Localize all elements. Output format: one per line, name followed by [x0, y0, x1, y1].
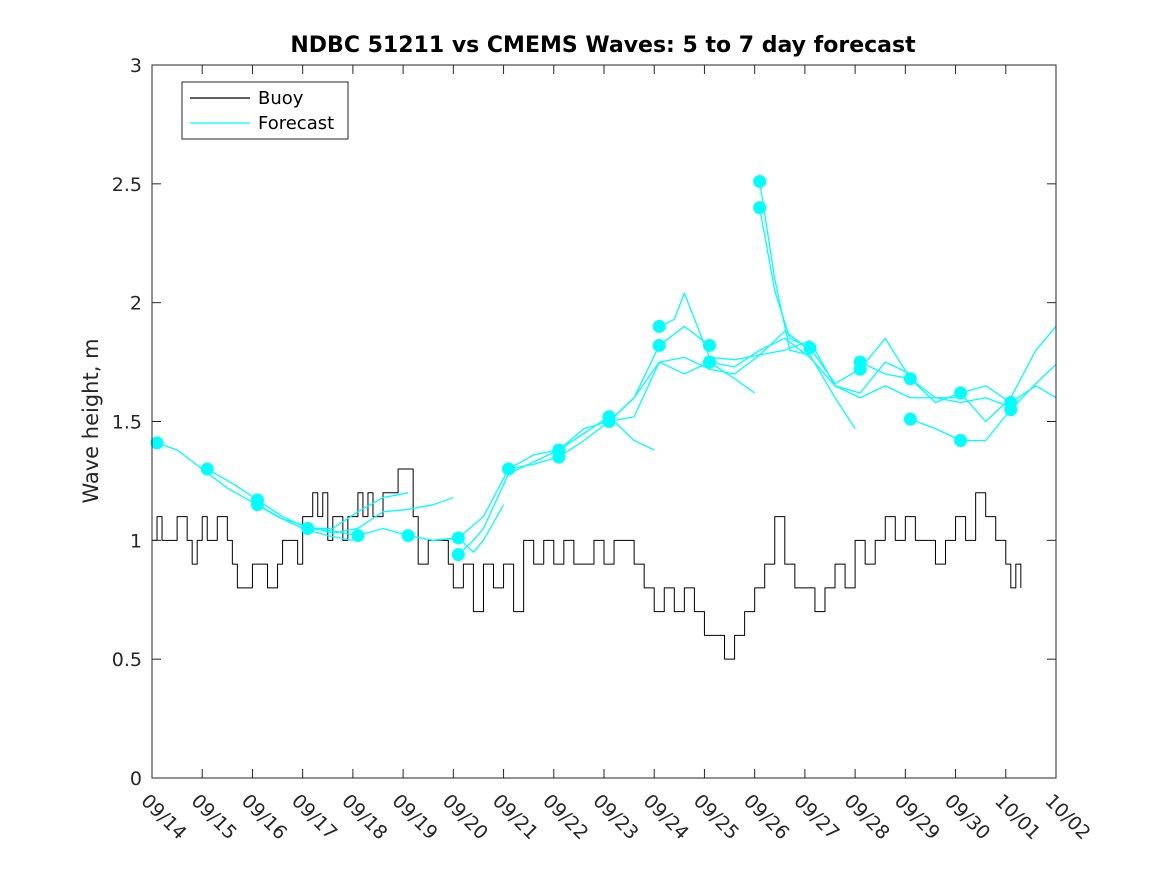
forecast-marker-16 [702, 338, 716, 352]
forecast-marker-9 [502, 462, 516, 476]
legend: Buoy Forecast [181, 81, 349, 140]
y-tick-label-1: 0.5 [112, 649, 142, 671]
legend-label-forecast: Forecast [258, 113, 334, 134]
buoy-series-line [152, 468, 1022, 660]
x-tick-label-12: 09/26 [739, 790, 793, 844]
forecast-marker-22 [853, 362, 867, 376]
chart-title: NDBC 51211 vs CMEMS Waves: 5 to 7 day fo… [290, 33, 916, 58]
x-tick-label-5: 09/19 [388, 790, 442, 844]
y-tick-label-4: 2 [130, 293, 142, 315]
y-tick-label-3: 1.5 [112, 412, 142, 434]
forecast-series-line-7 [508, 361, 756, 470]
x-tick-label-6: 09/20 [438, 790, 492, 844]
y-tick-label-6: 3 [130, 55, 142, 77]
forecast-series-line-2 [206, 468, 409, 530]
forecast-series-line-4 [307, 504, 505, 553]
legend-box [181, 81, 349, 140]
axes: 00.511.522.5309/1409/1509/1609/1709/1809… [112, 55, 1095, 844]
forecast-marker-18 [753, 174, 767, 188]
forecast-marker-15 [652, 338, 666, 352]
forecast-marker-17 [702, 355, 716, 369]
x-tick-label-3: 09/17 [287, 790, 341, 844]
x-tick-label-10: 09/24 [639, 790, 693, 844]
x-tick-label-13: 09/27 [789, 790, 843, 844]
x-tick-label-4: 09/18 [337, 790, 391, 844]
forecast-series-line-11 [709, 337, 961, 399]
y-tick-label-5: 2.5 [112, 174, 142, 196]
forecast-marker-13 [602, 415, 616, 428]
x-tick-label-15: 09/29 [890, 790, 944, 844]
x-tick-label-14: 09/28 [840, 790, 894, 844]
x-tick-label-17: 10/01 [990, 790, 1044, 844]
x-tick-label-16: 09/30 [940, 790, 994, 844]
y-axis-label: Wave height, m [79, 338, 103, 503]
x-tick-label-8: 09/22 [538, 790, 592, 844]
forecast-start-markers [150, 174, 1018, 562]
forecast-marker-19 [753, 201, 767, 215]
y-tick-label-2: 1 [130, 530, 142, 552]
forecast-marker-5 [351, 529, 365, 543]
forecast-marker-20 [803, 341, 817, 355]
x-tick-label-18: 10/02 [1040, 790, 1094, 844]
forecast-series-line-10 [658, 292, 911, 394]
forecast-marker-1 [200, 462, 214, 476]
x-tick-label-0: 09/14 [136, 790, 190, 844]
x-tick-label-2: 09/16 [237, 790, 291, 844]
forecast-marker-25 [954, 386, 968, 400]
forecast-series-line-13 [759, 207, 1012, 408]
forecast-series-line-15 [910, 363, 1057, 442]
y-tick-label-0: 0 [130, 768, 142, 790]
forecast-marker-28 [1004, 403, 1018, 417]
forecast-series-line-3 [257, 496, 454, 534]
forecast-series-line-1 [156, 442, 354, 541]
x-tick-label-7: 09/21 [488, 790, 542, 844]
forecast-marker-23 [903, 372, 917, 386]
x-tick-label-1: 09/15 [187, 790, 241, 844]
legend-label-buoy: Buoy [258, 88, 304, 109]
forecast-marker-0 [150, 436, 164, 450]
x-tick-label-11: 09/25 [689, 790, 743, 844]
forecast-marker-4 [301, 521, 315, 535]
forecast-marker-26 [954, 434, 968, 448]
forecast-marker-11 [552, 450, 566, 464]
forecast-series-line-9 [608, 330, 811, 422]
forecast-marker-14 [652, 319, 666, 333]
forecast-series-line-5 [408, 416, 610, 541]
forecast-marker-6 [401, 529, 415, 543]
forecast-marker-7 [451, 531, 465, 545]
forecast-marker-24 [903, 412, 917, 426]
x-tick-label-9: 09/23 [588, 790, 642, 844]
forecast-series-line-12 [759, 181, 856, 429]
forecast-marker-3 [250, 498, 264, 512]
forecast-marker-8 [451, 548, 465, 562]
